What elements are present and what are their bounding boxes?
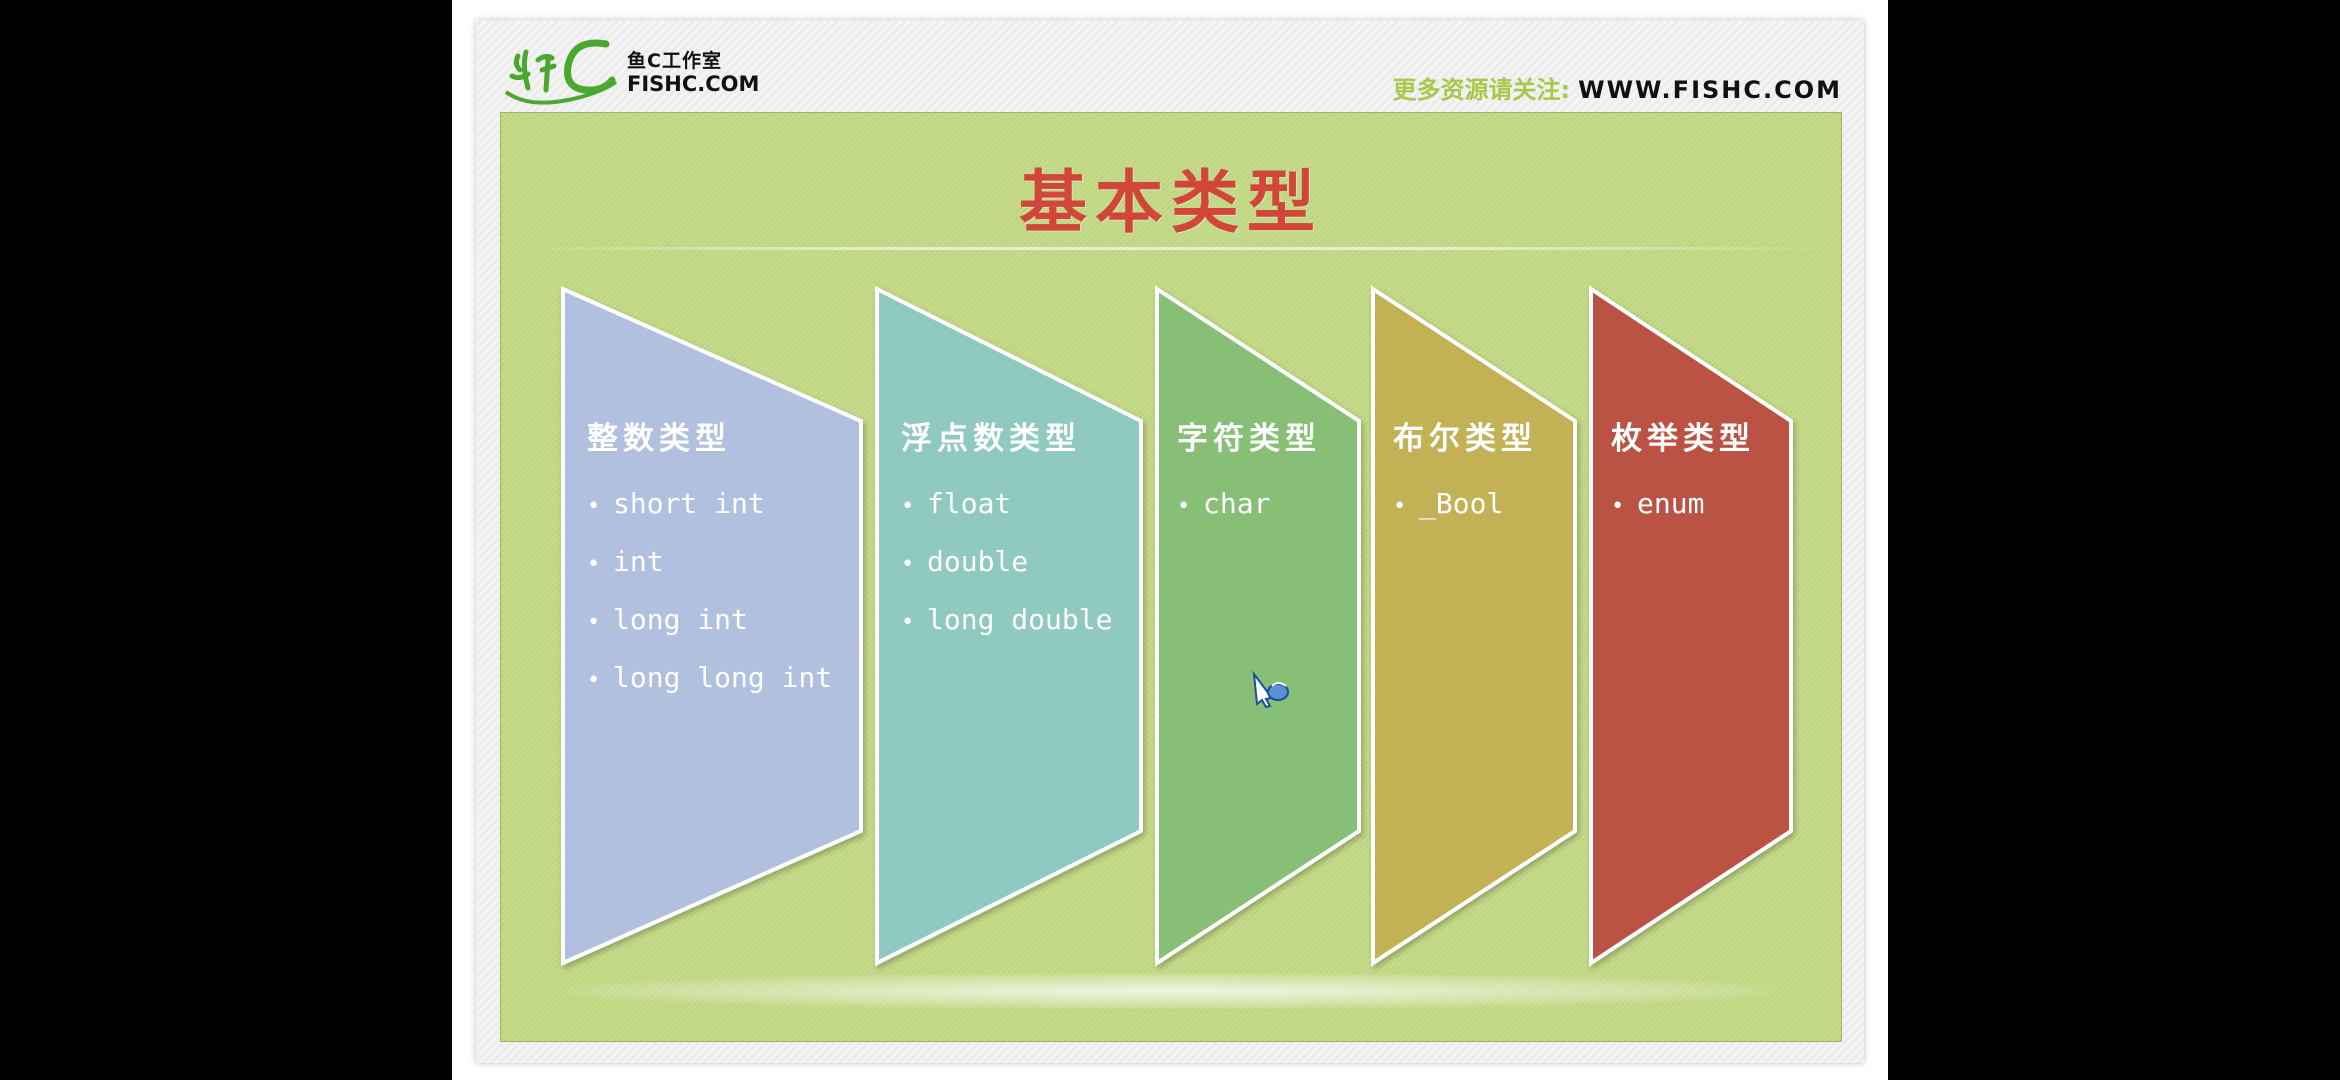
integer-type-list: short int int long int long long int (587, 484, 832, 716)
follow-url[interactable]: WWW.FISHC.COM (1578, 76, 1842, 104)
float-type-column: 浮点数类型 float double long double (901, 413, 1112, 658)
list-item: char (1177, 484, 1321, 542)
logo-domain: FISHC.COM (627, 72, 760, 96)
hand-pointer-icon (1252, 670, 1289, 708)
char-type-column: 字符类型 char (1177, 413, 1321, 542)
slide: 鱼C工作室 FISHC.COM 更多资源请关注: WWW.FISHC.COM 基本… (476, 20, 1864, 1063)
enum-type-column: 枚举类型 enum (1611, 413, 1755, 542)
list-item: enum (1611, 484, 1755, 542)
bool-type-list: _Bool (1393, 484, 1537, 542)
fishc-logo: 鱼C工作室 FISHC.COM (498, 30, 760, 120)
logo-studio-name: 鱼C工作室 (627, 50, 722, 72)
enum-type-title: 枚举类型 (1611, 421, 1755, 457)
list-item: long double (901, 600, 1112, 658)
char-type-list: char (1177, 484, 1321, 542)
char-type-title: 字符类型 (1177, 421, 1321, 457)
integer-type-title: 整数类型 (587, 421, 731, 457)
list-item: double (901, 542, 1112, 600)
list-item: float (901, 484, 1112, 542)
slide-frame: 鱼C工作室 FISHC.COM 更多资源请关注: WWW.FISHC.COM 基本… (452, 0, 1888, 1080)
bool-type-shape (1371, 285, 1577, 967)
list-item: int (587, 542, 832, 600)
follow-prefix: 更多资源请关注: (1392, 76, 1571, 104)
float-type-list: float double long double (901, 484, 1112, 658)
fishc-logo-icon (504, 39, 618, 105)
bool-type-column: 布尔类型 _Bool (1393, 413, 1537, 542)
reflection-shadow (561, 973, 1781, 1009)
enum-type-list: enum (1611, 484, 1755, 542)
integer-type-column: 整数类型 short int int long int long long in… (587, 413, 832, 716)
enum-type-shape (1589, 285, 1793, 967)
content-panel: 基本类型 整数类型 short int int l (500, 112, 1842, 1042)
bool-type-title: 布尔类型 (1393, 421, 1537, 457)
float-type-title: 浮点数类型 (901, 421, 1081, 457)
title-divider (501, 247, 1841, 250)
list-item: long long int (587, 658, 832, 716)
list-item: short int (587, 484, 832, 542)
list-item: long int (587, 600, 832, 658)
slide-title: 基本类型 (1018, 163, 1323, 243)
char-type-shape (1155, 285, 1361, 967)
follow-banner: 更多资源请关注: WWW.FISHC.COM (1392, 70, 1842, 105)
list-item: _Bool (1393, 484, 1537, 542)
